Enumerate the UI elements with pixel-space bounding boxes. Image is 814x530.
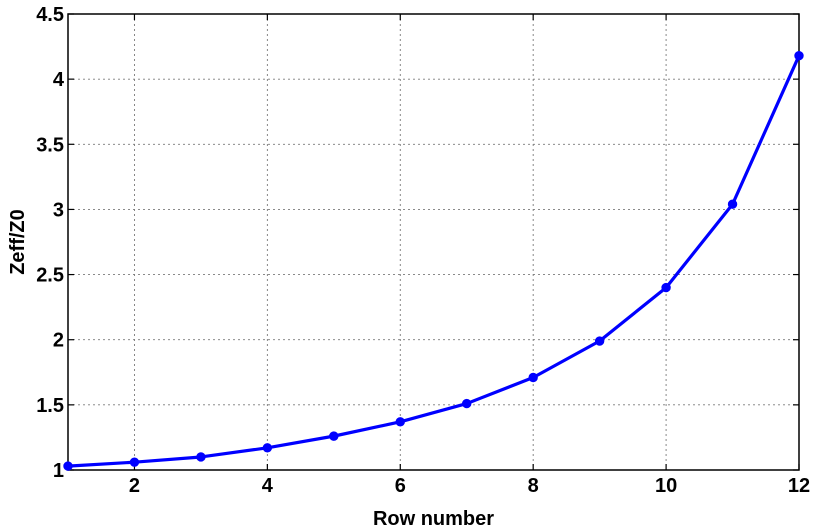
data-series xyxy=(63,50,804,471)
y-tick-label: 4 xyxy=(53,69,65,91)
data-point xyxy=(129,457,140,467)
data-point xyxy=(727,199,738,209)
data-point xyxy=(196,452,206,462)
y-tick-label: 1.5 xyxy=(36,395,64,417)
x-tick-label: 6 xyxy=(395,475,406,497)
data-point xyxy=(661,282,671,293)
y-tick-label: 3.5 xyxy=(36,134,64,156)
data-point xyxy=(395,417,405,427)
x-tick-label: 4 xyxy=(262,475,274,497)
series-line xyxy=(67,55,801,468)
x-tick-label: 12 xyxy=(788,475,810,497)
tick-marks xyxy=(68,13,800,471)
data-point xyxy=(262,443,273,453)
data-point xyxy=(329,431,339,441)
data-point xyxy=(63,461,73,471)
y-tick-label: 2.5 xyxy=(36,265,64,287)
x-tick-label: 8 xyxy=(528,475,539,497)
y-axis-label: Zeff/Z0 xyxy=(7,209,29,275)
data-point xyxy=(794,50,804,61)
x-tick-label: 2 xyxy=(129,475,140,497)
y-tick-label: 4.5 xyxy=(36,4,64,26)
y-axis-tick-labels: 1 1.5 2 2.5 3 3.5 4 4.5 xyxy=(36,4,65,482)
plot-area-frame xyxy=(67,13,800,471)
x-axis-tick-labels: 2 4 6 8 10 12 xyxy=(129,475,810,497)
x-tick-label: 10 xyxy=(655,475,677,497)
grid-lines xyxy=(68,14,799,470)
data-point xyxy=(462,398,472,409)
data-point xyxy=(528,372,538,383)
y-tick-label: 2 xyxy=(53,330,64,352)
y-tick-label: 3 xyxy=(53,199,64,221)
data-point xyxy=(594,336,605,346)
x-axis-label: Row number xyxy=(373,508,494,530)
y-tick-label: 1 xyxy=(53,460,64,482)
